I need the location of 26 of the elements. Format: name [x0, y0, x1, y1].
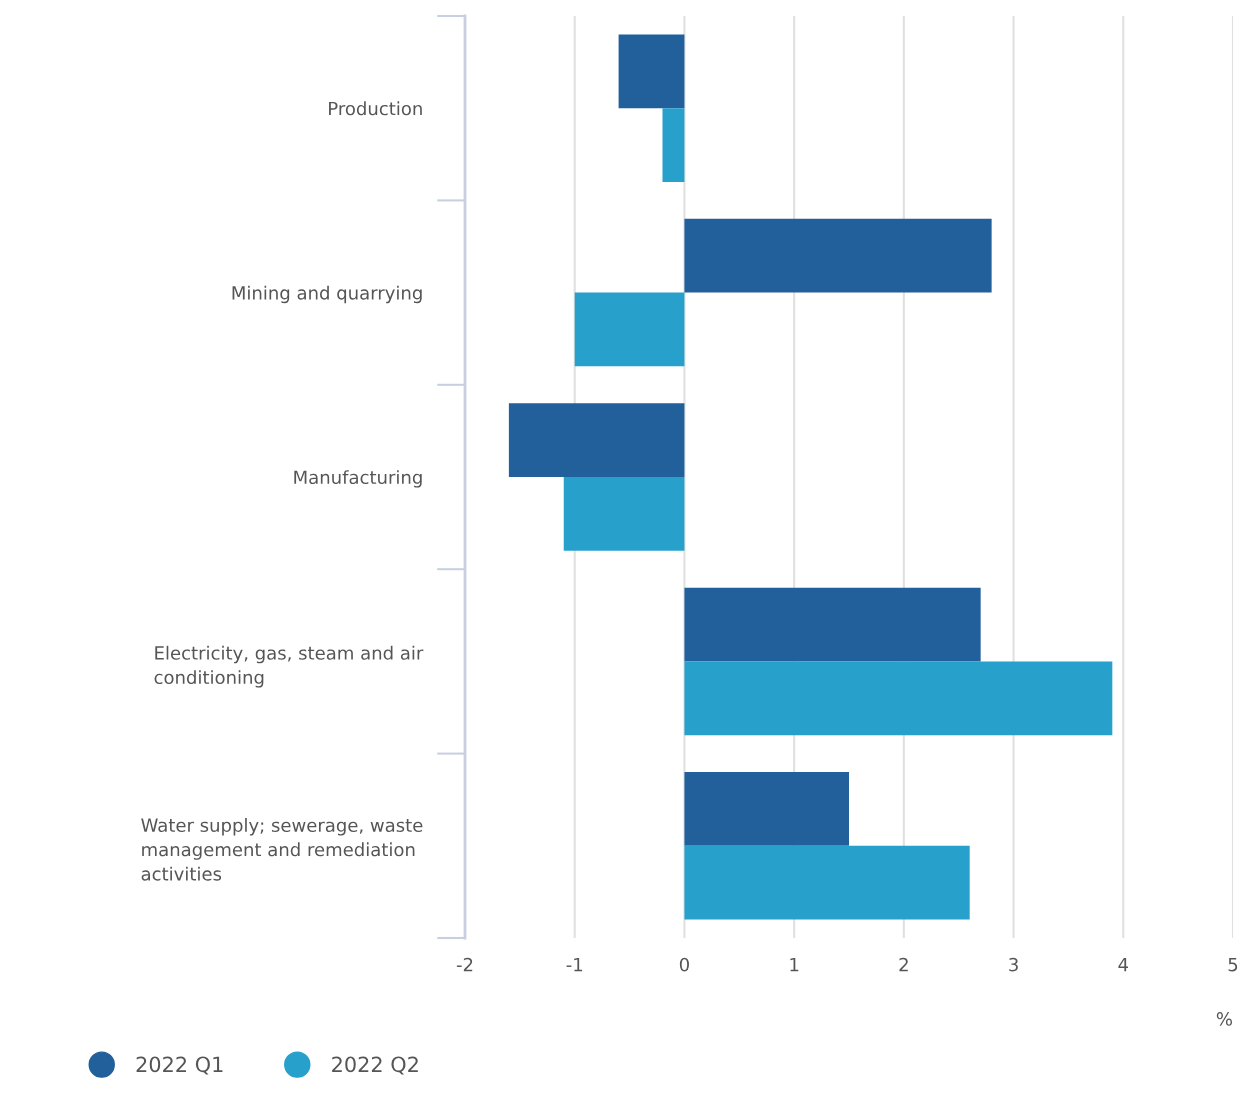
- x-tick-label: 1: [790, 958, 799, 972]
- x-tick-label: 3: [1009, 957, 1018, 972]
- y-tick-label: Electricity, gas, steam and air conditioning: [154, 645, 424, 688]
- legend-label: 2022 Q1: [136, 1056, 223, 1075]
- y-tick-label: Water supply; sewerage, waste management and remediation activities: [141, 818, 423, 881]
- x-tick-label: 5: [1228, 958, 1238, 972]
- bar: [684, 772, 849, 846]
- bar: [618, 34, 685, 109]
- x-tick-label: 4: [1118, 958, 1129, 972]
- y-tick-label: Manufacturing: [294, 470, 422, 488]
- bar: [574, 292, 685, 367]
- x-tick-label: 0: [679, 957, 689, 972]
- bar: [508, 403, 685, 477]
- bar: [563, 477, 685, 551]
- bar: [662, 108, 685, 182]
- y-tick-label: Production: [329, 101, 422, 116]
- x-tick-label: -1: [566, 958, 583, 972]
- bar: [684, 587, 981, 662]
- legend-label: 2022 Q2: [332, 1056, 418, 1075]
- x-tick-label: -2: [456, 957, 473, 972]
- bar: [684, 845, 970, 920]
- bar: [684, 218, 992, 293]
- y-tick-label: Mining and quarrying: [232, 285, 422, 304]
- x-axis-title: %: [1216, 1012, 1232, 1026]
- x-tick-label: 2: [899, 957, 908, 972]
- bar: [684, 661, 1113, 736]
